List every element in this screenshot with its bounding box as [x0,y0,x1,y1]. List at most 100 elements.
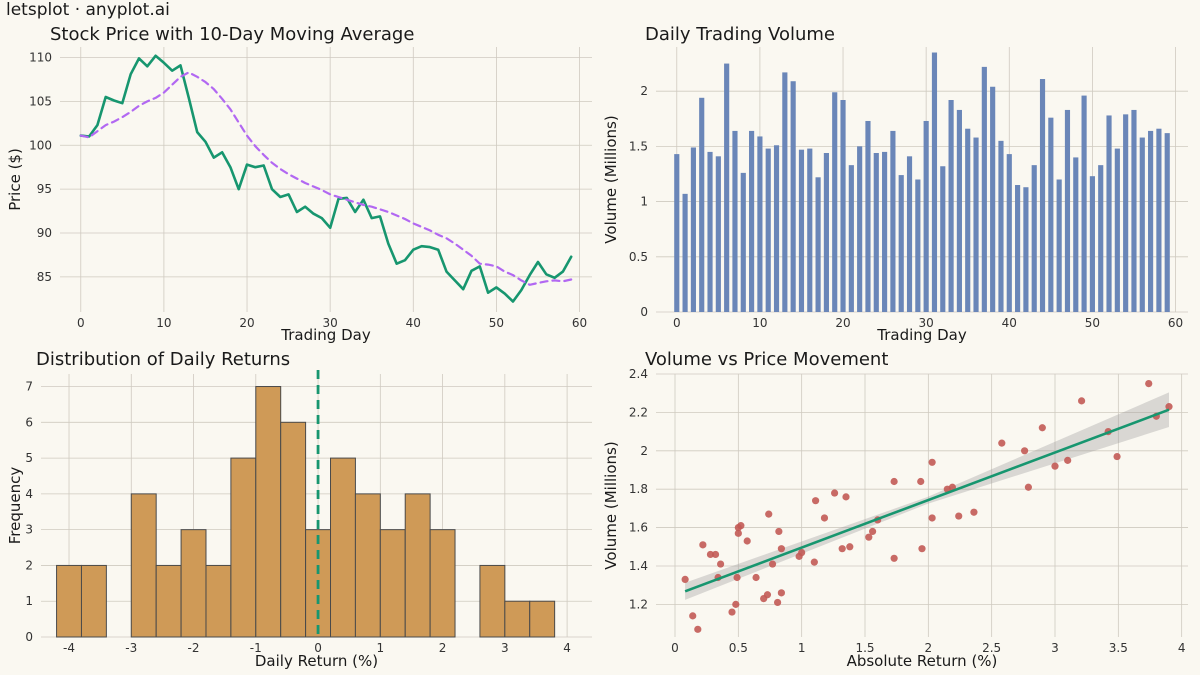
y-tick-label: 90 [37,226,52,240]
scatter-point [846,543,854,551]
x-tick-label: -4 [63,641,75,655]
y-tick-label: 2 [25,558,33,572]
volume-bar [1098,165,1104,312]
y-axis-label: Price ($) [6,148,24,211]
scatter-point [1038,424,1046,432]
scatter-point [733,573,741,582]
scatter-point [689,612,697,620]
volume-bar [1106,115,1112,312]
scatter-point [774,598,782,607]
scatter-point [694,625,702,633]
x-tick-label: 4 [563,641,571,655]
y-tick-label: 95 [37,182,52,196]
histogram-bar [130,493,157,638]
volume-bar [1073,157,1079,312]
y-tick-label: 0 [25,630,33,644]
x-tick-label: -3 [125,641,137,655]
scatter-point [918,545,926,553]
x-tick-label: 0 [671,641,679,655]
volume-bar [765,148,771,312]
scatter-point [842,493,850,501]
histogram-bar [155,564,182,638]
scatter-point [1078,397,1086,405]
scatter-point [681,575,689,584]
x-tick-label: 2.5 [982,641,1001,655]
y-tick-label: 6 [25,415,33,429]
volume-bar [1164,133,1170,312]
x-tick-label: 60 [1168,316,1183,330]
volume-bar [998,140,1004,312]
scatter-point [831,489,839,497]
histogram-bar [205,564,232,638]
chart-title: Distribution of Daily Returns [36,349,290,370]
scatter-point [743,537,751,545]
volume-bar [749,130,755,312]
volume-bar [699,97,705,313]
volume-bar [1023,187,1029,312]
x-tick-label: -1 [250,641,262,655]
volume-bar [1089,176,1095,312]
x-tick-label: 1 [798,641,806,655]
scatter-point [717,560,725,568]
x-tick-label: 1 [376,641,384,655]
scatter-point [970,508,978,516]
volume-bar [898,175,904,312]
volume-bar [965,128,971,312]
x-axis-label: Trading Day [280,326,371,344]
scatter-point [728,608,736,616]
volume-bar [682,193,688,312]
scatter-point [1165,403,1173,411]
x-tick-label: 20 [835,316,850,330]
volume-bar [1039,79,1046,312]
scatter-point [711,550,720,559]
scatter-point [998,439,1006,447]
volume-bar [1148,130,1154,312]
volume-bar [674,154,680,312]
volume-bar [990,86,996,312]
histogram-bar [255,386,282,638]
volume-bar [740,172,746,312]
x-tick-label: 60 [572,316,587,330]
scatter-point [734,529,742,537]
chart-title: Daily Trading Volume [645,24,835,45]
volume-bar [940,166,946,312]
histogram-bar [80,564,107,638]
volume-bar [973,137,979,312]
scatter-point [928,514,936,522]
histogram-bar [529,600,556,638]
y-tick-label: 5 [25,451,33,465]
x-tick-label: 50 [1085,316,1100,330]
x-tick-label: 3 [1051,641,1059,655]
x-tick-label: 0 [314,641,322,655]
volume-bar [823,153,829,312]
volume-bar [1114,148,1120,312]
y-tick-label: 105 [29,94,52,108]
scatter-point [732,600,740,608]
x-tick-label: 4 [1178,641,1186,655]
volume-bar [882,151,888,312]
x-axis-label: Trading Day [876,326,967,344]
chart-title: Stock Price with 10-Day Moving Average [50,24,414,45]
volume-bar [1156,128,1162,312]
histogram-bar [504,600,531,638]
volume-bar [807,148,813,312]
volume-bar [915,179,921,312]
moving-average-line [79,71,573,286]
x-tick-label: 3.5 [1109,641,1128,655]
y-axis-label: Frequency [6,467,24,545]
volume-bar [757,136,763,312]
volume-bar [1015,185,1021,312]
y-tick-label: 0.5 [629,250,648,264]
scatter-point [865,533,873,541]
volume-bar [732,130,738,312]
volume-bar [948,100,954,312]
scatter-point [775,527,783,536]
y-tick-label: 1.5 [629,139,648,153]
volume-bar [857,146,863,312]
volume-bar [724,63,730,312]
scatter-point [1021,447,1029,455]
confidence-band [685,392,1169,600]
y-tick-label: 2.4 [629,367,648,381]
